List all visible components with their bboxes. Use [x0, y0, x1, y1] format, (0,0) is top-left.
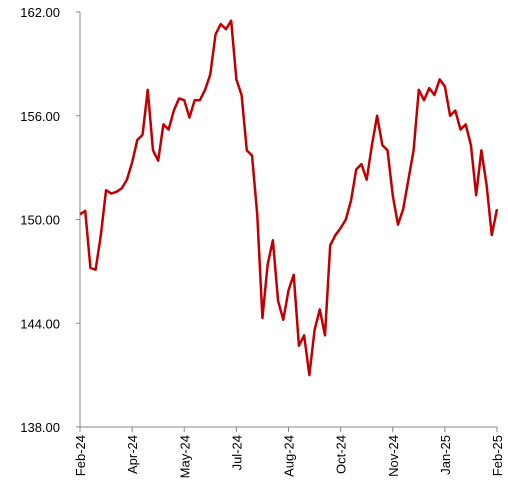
line: [79, 19, 499, 377]
x-tick-label: Oct-24: [334, 435, 349, 474]
y-tick-label: 156.00: [20, 109, 60, 124]
y-tick-label: 150.00: [20, 213, 60, 228]
y-tick-label: 138.00: [20, 420, 60, 435]
x-tick-label: Aug-24: [282, 435, 297, 477]
x-tick-label: Apr-24: [125, 435, 140, 474]
x-tick-label: Jan-25: [438, 435, 453, 475]
x-tick-label: Jul-24: [229, 435, 244, 470]
y-tick-label: 162.00: [20, 5, 60, 20]
x-tick-label: Nov-24: [386, 435, 401, 477]
y-tick-label: 144.00: [20, 316, 60, 331]
x-tick-label: Feb-24: [73, 435, 88, 476]
x-tick-label: Feb-25: [490, 435, 505, 476]
x-tick-label: May-24: [177, 435, 192, 478]
